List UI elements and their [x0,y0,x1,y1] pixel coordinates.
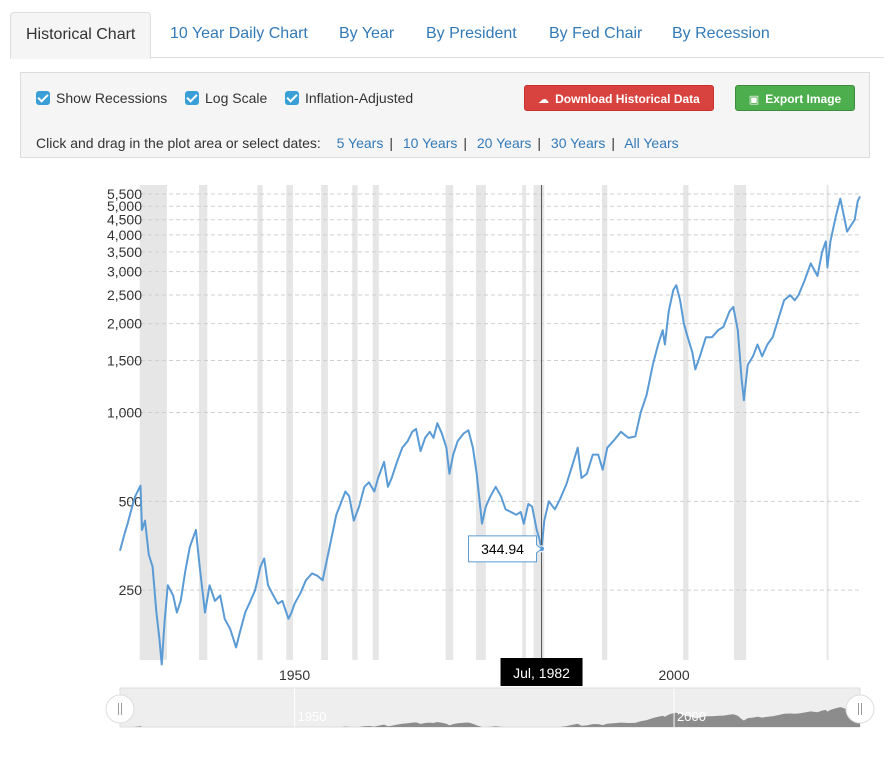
x-tick-label: 2000 [658,667,689,683]
range-all-years-link[interactable]: All Years [624,135,679,151]
show-recessions-label: Show Recessions [56,90,168,106]
tab-10-year-daily-chart[interactable]: 10 Year Daily Chart [170,25,308,42]
tooltip-box [468,535,543,563]
tab-historical-chart[interactable]: Historical Chart [10,12,152,59]
crosshair-date-label: Jul, 1982 [513,665,570,681]
recession-band [734,185,747,660]
tab-by-recession[interactable]: By Recession [672,25,770,42]
checkbox-checked-icon [185,91,199,105]
y-tick-label: 4,000 [107,227,142,243]
y-tick-label: 2,500 [107,287,142,303]
navigator-series [120,706,860,727]
recession-band [372,185,379,660]
recession-band [533,185,545,660]
range-separator: | [389,135,393,151]
y-tick-label: 2,000 [107,316,142,332]
date-range-selector: Click and drag in the plot area or selec… [36,135,679,151]
range-separator: | [537,135,542,151]
y-tick-label: 1,000 [107,404,142,420]
y-tick-label: 4,500 [107,212,142,228]
recession-band [257,185,263,660]
y-tick-label: 500 [119,493,143,509]
recession-band [352,185,358,660]
show-recessions-checkbox[interactable]: Show Recessions [36,90,167,106]
inflation-adjusted-label: Inflation-Adjusted [305,90,414,106]
date-range-prompt: Click and drag in the plot area or selec… [36,135,321,151]
recession-band [522,185,527,660]
export-image-button[interactable]: ▣ Export Image [735,85,855,111]
download-label: Download Historical Data [555,92,700,106]
log-scale-checkbox[interactable]: Log Scale [185,90,267,106]
log-scale-label: Log Scale [205,90,268,106]
image-icon: ▣ [748,94,760,106]
tab-by-year[interactable]: By Year [339,25,395,42]
navigator-handle-left[interactable] [105,694,135,724]
historical-chart[interactable]: 250 500 1,000 1,500 2,000 2,500 3,000 3,5004,00… [0,170,894,757]
range-10-years-link[interactable]: 10 Years [402,135,458,151]
recession-band [445,185,454,660]
tab-by-fed-chair[interactable]: By Fed Chair [549,25,643,42]
range-separator: | [611,135,616,151]
cloud-download-icon: ☁ [538,94,550,106]
x-tick-label: 1950 [279,667,310,683]
checkbox-checked-icon [36,91,50,105]
navigator-label: 2000 [677,709,706,724]
tooltip-value: 344.94 [481,541,524,557]
range-5-years-link[interactable]: 5 Years [336,135,384,151]
tab-by-president[interactable]: By President [426,25,517,42]
recession-band [286,185,294,660]
y-tick-label: 3,500 [107,244,142,260]
navigator-label: 1950 [298,709,327,724]
y-tick-label: 5,500 [107,186,142,202]
chart-controls-panel: Show Recessions Log Scale Inflation-Adju… [20,72,870,158]
y-tick-label: 3,000 [107,264,142,280]
download-historical-data-button[interactable]: ☁ Download Historical Data [524,85,714,111]
navigator-handle-right[interactable] [845,694,875,724]
range-separator: | [463,135,467,151]
recession-band [139,185,168,660]
y-tick-label: 5,000 [107,198,142,214]
recession-band [321,185,328,660]
range-30-years-link[interactable]: 30 Years [550,135,606,151]
recession-band [475,185,486,660]
recession-band [826,185,829,660]
recession-band [198,185,208,660]
series-line [119,195,861,666]
crosshair-date-box [500,658,583,686]
checkbox-checked-icon [285,91,299,105]
tab-bar: Historical Chart 10 Year Daily Chart By … [10,12,884,59]
export-label: Export Image [765,92,842,106]
inflation-adjusted-checkbox[interactable]: Inflation-Adjusted [285,90,413,106]
recession-band [683,185,689,660]
y-tick-label: 1,500 [107,353,142,369]
range-20-years-link[interactable]: 20 Years [476,135,532,151]
y-tick-label: 250 [119,582,143,598]
recession-band [601,185,608,660]
